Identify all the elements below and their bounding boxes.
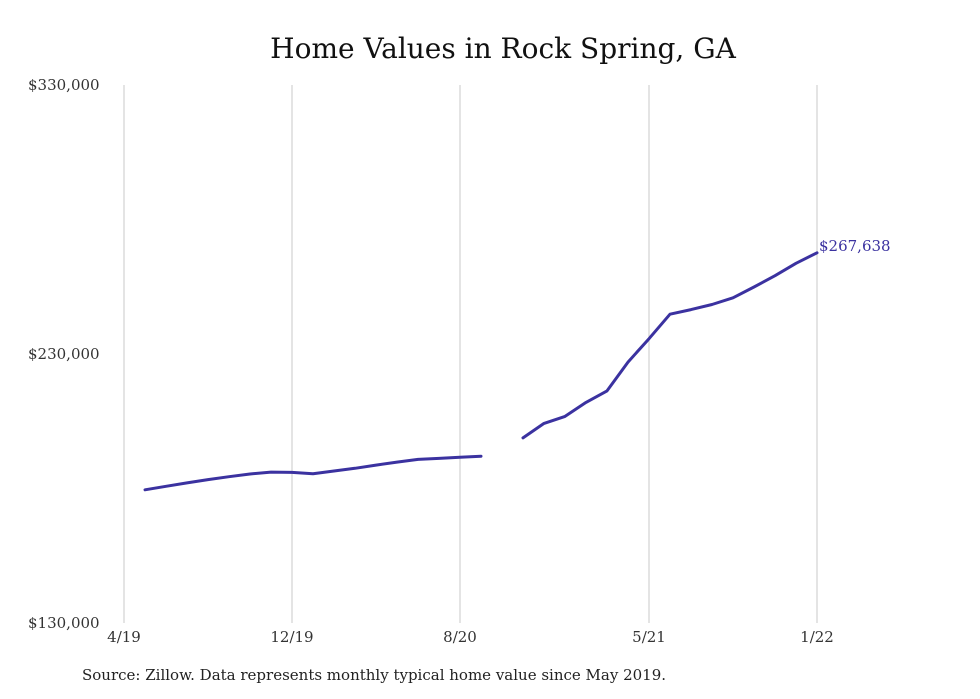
x-tick-label: 4/19	[107, 628, 141, 646]
x-tick-label: 8/20	[443, 628, 477, 646]
y-axis-ticks: $130,000 $230,000 $330,000	[28, 76, 100, 632]
line-chart: Home Values in Rock Spring, GA $130,000$…	[28, 32, 891, 646]
series-line-segment-1	[143, 454, 483, 492]
x-tick-label: 1/22	[800, 628, 834, 646]
source-note: Source: Zillow. Data represents monthly …	[82, 666, 667, 684]
x-tick-label: 5/21	[632, 628, 666, 646]
x-axis-ticks: 4/19 12/19 8/20 5/21 1/22	[107, 628, 834, 646]
series-line-segment-2	[521, 251, 819, 440]
x-tick-label: 12/19	[270, 628, 313, 646]
last-value-label: $267,638	[819, 237, 891, 255]
y-tick-label: $230,000	[28, 345, 100, 363]
chart-title: Home Values in Rock Spring, GA	[270, 32, 736, 65]
gridlines	[123, 85, 818, 623]
series-lines	[143, 251, 819, 492]
y-tick-label: $130,000	[28, 614, 100, 632]
y-tick-label: $330,000	[28, 76, 100, 94]
